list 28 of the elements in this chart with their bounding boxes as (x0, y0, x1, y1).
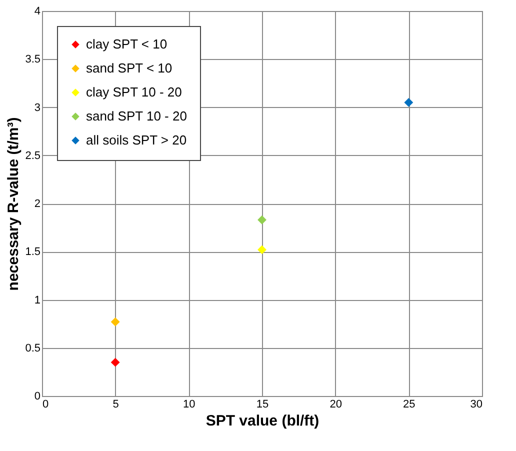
x-tick-label: 10 (183, 398, 196, 410)
y-tick-label: 3 (34, 102, 40, 114)
point (404, 98, 414, 107)
x-tick-label: 0 (42, 398, 49, 410)
y-tick-label: 0 (34, 390, 40, 402)
point (258, 215, 266, 224)
y-tick-label: 2 (34, 198, 40, 210)
point (258, 245, 266, 254)
y-tick-label: 4 (34, 6, 40, 18)
point (110, 317, 120, 326)
x-tick-label: 20 (330, 398, 342, 410)
y-tick-label: 1 (34, 294, 40, 306)
point (110, 358, 120, 367)
legend-label: clay SPT < 10 (86, 36, 168, 52)
y-tick-label: 0.5 (25, 342, 40, 354)
y-axis-title: necessary R-value (t/m³) (5, 117, 22, 291)
x-tick-label: 5 (112, 398, 119, 410)
y-tick-label: 1.5 (25, 246, 40, 258)
legend-label: clay SPT 10 - 20 (86, 84, 182, 100)
x-tick-label: 25 (403, 398, 416, 410)
legend-label: sand SPT < 10 (86, 60, 172, 76)
x-tick-label: 30 (470, 398, 482, 410)
legend-label: sand SPT 10 - 20 (86, 108, 187, 124)
y-tick-label: 3.5 (25, 54, 40, 66)
legend-label: all soils SPT > 20 (86, 132, 187, 148)
y-tick-label: 2.5 (25, 150, 40, 162)
x-axis-title: SPT value (bl/ft) (206, 412, 320, 430)
x-tick-label: 15 (256, 398, 269, 410)
